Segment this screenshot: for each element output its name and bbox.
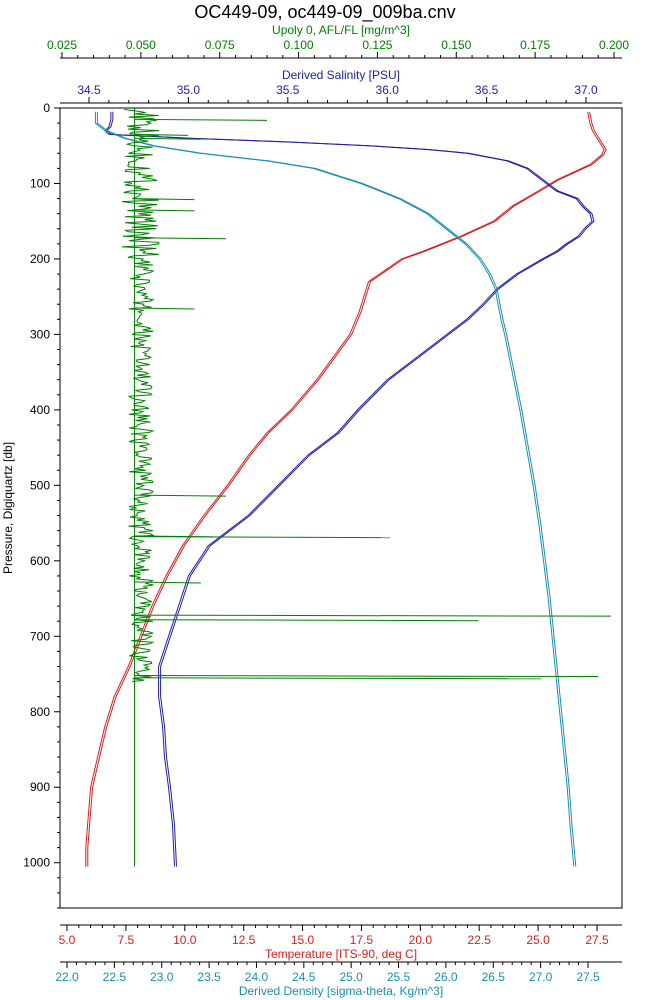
salinity-tick-label: 36.5 — [475, 83, 499, 97]
fluorescence-tick-label: 0.025 — [47, 38, 77, 52]
temperature-axis-title: Temperature [ITS-90, deg C] — [265, 947, 417, 961]
fluorescence-tick-label: 0.100 — [284, 38, 314, 52]
fluorescence-spike — [134, 137, 201, 140]
pressure-tick-label: 300 — [30, 327, 50, 341]
temperature-axis: 5.0 7.5 10.0 12.5 15.0 17.5 20.0 22.5 25.0 27.5 Te… — [59, 924, 622, 961]
temperature-line — [85, 111, 605, 867]
pressure-tick-label: 800 — [30, 705, 50, 719]
fluorescence-spike — [134, 614, 611, 617]
series-layer — [85, 108, 611, 867]
fluorescence-spike — [134, 675, 599, 678]
density-tick-label: 26.0 — [434, 970, 458, 984]
temperature-tick-label: 22.5 — [468, 933, 492, 947]
pressure-tick-label: 200 — [30, 252, 50, 266]
temperature-tick-label: 25.0 — [526, 933, 550, 947]
density-tick-label: 25.5 — [387, 970, 411, 984]
fluorescence-spike — [134, 307, 195, 310]
pressure-axis-title: Pressure, Digiquartz [db] — [1, 442, 15, 574]
salinity-tick-label: 34.5 — [77, 83, 101, 97]
temperature-line-trace-b — [87, 111, 607, 867]
density-axis-title: Derived Density [sigma-theta, Kg/m^3] — [239, 984, 443, 998]
pressure-tick-label: 1000 — [23, 856, 50, 870]
fluorescence-spike — [134, 133, 189, 136]
fluorescence-spike — [134, 198, 195, 201]
plot-frame — [59, 107, 623, 909]
temperature-tick-label: 27.5 — [585, 933, 609, 947]
salinity-tick-label: 35.0 — [177, 83, 201, 97]
fluorescence-spike — [134, 581, 201, 584]
fluorescence-spike — [134, 494, 227, 497]
fluorescence-tick-label: 0.075 — [205, 38, 235, 52]
temperature-tick-label: 12.5 — [232, 933, 256, 947]
salinity-axis-title: Derived Salinity [PSU] — [282, 68, 400, 82]
salinity-tick-label: 37.0 — [574, 83, 598, 97]
pressure-tick-label: 600 — [30, 554, 50, 568]
density-tick-label: 24.5 — [292, 970, 316, 984]
pressure-tick-label: 900 — [30, 780, 50, 794]
temperature-tick-label: 10.0 — [173, 933, 197, 947]
density-tick-label: 27.5 — [576, 970, 600, 984]
fluorescence-spike — [134, 677, 542, 680]
pressure-tick-label: 0 — [43, 101, 50, 115]
density-tick-label: 24.0 — [245, 970, 269, 984]
fluorescence-spike — [134, 118, 268, 121]
fluorescence-spike — [134, 237, 227, 240]
density-tick-label: 25.0 — [340, 970, 364, 984]
fluorescence-tick-label: 0.200 — [599, 38, 629, 52]
temperature-tick-label: 17.5 — [350, 933, 374, 947]
axes-layer: 0.025 0.050 0.075 0.100 0.125 0.150 0.175 0.200… — [1, 23, 629, 998]
fluorescence-tick-label: 0.050 — [126, 38, 156, 52]
fluorescence-noise-line — [121, 109, 160, 683]
fluorescence-spike — [134, 619, 479, 622]
salinity-tick-label: 35.5 — [276, 83, 300, 97]
density-tick-label: 22.5 — [103, 970, 127, 984]
pressure-axis: 0 100 200 300 400 500 600 700 800 900 1000 Pressure… — [1, 101, 60, 909]
chart-title: OC449-09, oc449-09_009ba.cnv — [194, 2, 455, 23]
temperature-tick-label: 7.5 — [118, 933, 135, 947]
density-tick-label: 23.0 — [150, 970, 174, 984]
fluorescence-axis: 0.025 0.050 0.075 0.100 0.125 0.150 0.175 0.200… — [47, 23, 629, 59]
density-tick-label: 27.0 — [529, 970, 553, 984]
salinity-line-trace-b — [106, 111, 595, 867]
temperature-tick-label: 15.0 — [291, 933, 315, 947]
fluorescence-spike — [134, 209, 195, 212]
density-axis: 22.0 22.5 23.0 23.5 24.0 24.5 25.0 25.5 26.0 26.5… — [55, 961, 622, 998]
pressure-tick-label: 100 — [30, 176, 50, 190]
density-tick-label: 22.0 — [55, 970, 79, 984]
salinity-tick-label: 36.0 — [376, 83, 400, 97]
density-line-trace-b — [96, 111, 577, 867]
fluorescence-tick-label: 0.175 — [520, 38, 550, 52]
temperature-tick-label: 5.0 — [59, 933, 76, 947]
fluorescence-axis-title: Upoly 0, AFL/FL [mg/m^3] — [272, 23, 410, 37]
fluorescence-tick-label: 0.125 — [362, 38, 392, 52]
fluorescence-tick-label: 0.150 — [441, 38, 471, 52]
temperature-tick-label: 20.0 — [409, 933, 433, 947]
pressure-tick-label: 400 — [30, 403, 50, 417]
fluorescence-spike — [134, 536, 391, 539]
pressure-tick-label: 500 — [30, 478, 50, 492]
salinity-axis: 34.5 35.0 35.5 36.0 36.5 37.0 Derived Salinity… — [60, 68, 622, 104]
pressure-tick-label: 700 — [30, 629, 50, 643]
density-tick-label: 23.5 — [197, 970, 221, 984]
density-tick-label: 26.5 — [482, 970, 506, 984]
